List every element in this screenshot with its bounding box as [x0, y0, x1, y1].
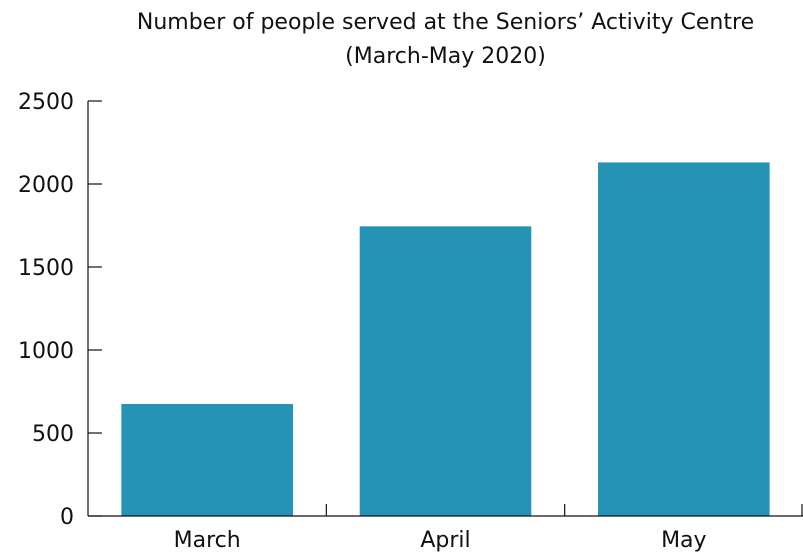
- y-tick-label: 1500: [18, 256, 74, 281]
- bars-group: [121, 162, 770, 517]
- chart-subtitle: (March-May 2020): [345, 44, 546, 69]
- x-tick-label: March: [174, 528, 241, 552]
- y-tick-label: 1000: [18, 339, 74, 364]
- y-tick-label: 0: [60, 505, 74, 530]
- y-tick-label: 2000: [18, 173, 74, 198]
- y-tick-label: 500: [32, 422, 74, 447]
- bar-april: [359, 226, 532, 516]
- x-tick-label: May: [661, 528, 706, 552]
- axes-group: 0 500 1000 1500 2000 2500 March April May: [18, 90, 803, 552]
- bar-may: [598, 162, 770, 517]
- chart-title: Number of people served at the Seniors’ …: [136, 10, 755, 35]
- chart-title-block: Number of people served at the Seniors’ …: [88, 6, 803, 74]
- bar-march: [121, 403, 293, 516]
- y-tick-label: 2500: [18, 90, 74, 115]
- x-tick-label: April: [420, 528, 470, 552]
